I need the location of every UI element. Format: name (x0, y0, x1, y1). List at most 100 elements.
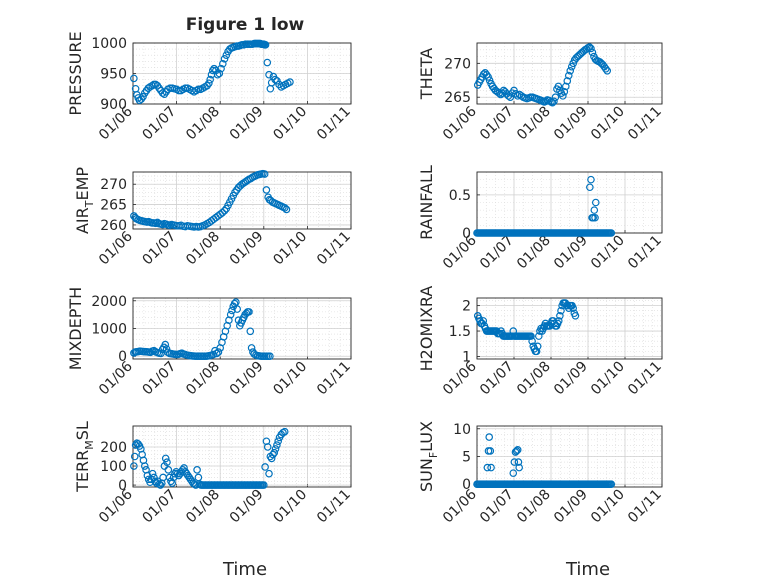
data-point (266, 352, 274, 361)
data-point (139, 92, 147, 101)
data-point (532, 347, 541, 356)
axes-box (132, 297, 352, 360)
data-point (528, 337, 536, 346)
data-point (554, 317, 563, 325)
data-point (527, 332, 535, 340)
y-tick-label: 0 (462, 226, 471, 242)
y-tick-label: 1000 (91, 36, 127, 52)
data-point (590, 206, 599, 214)
data-point (567, 62, 576, 71)
x-axis-label-right: Time (565, 559, 610, 580)
y-tick-label: 0 (118, 349, 127, 365)
y-tick-label: 265 (444, 90, 471, 106)
data-point (261, 463, 269, 471)
x-axis-label-left: Time (222, 559, 267, 580)
data-point (140, 462, 149, 470)
y-tick-label: 0 (462, 477, 471, 493)
data-point (181, 84, 190, 92)
y-tick-label: 950 (100, 67, 127, 83)
data-series (473, 43, 612, 107)
data-point (601, 64, 610, 73)
data-point (163, 458, 171, 467)
data-point (571, 311, 580, 320)
data-point (232, 298, 240, 306)
data-point (148, 81, 156, 90)
data-point (506, 93, 515, 102)
data-point (222, 51, 231, 60)
data-point (566, 66, 575, 75)
data-point (261, 41, 270, 49)
data-point (265, 70, 273, 79)
data-point (215, 69, 224, 78)
y-tick-label: 2 (462, 299, 471, 315)
data-point (260, 170, 269, 178)
y-tick-label: 900 (100, 97, 127, 113)
data-point (130, 452, 139, 461)
data-point (157, 349, 165, 358)
y-tick-label: 1 (462, 349, 471, 365)
data-point (233, 305, 242, 313)
y-axis-label: AIRTEMP (73, 167, 96, 234)
data-point (173, 469, 182, 478)
data-point (271, 445, 280, 453)
y-axis-label: SUNFLUX (417, 421, 440, 492)
data-point (563, 77, 572, 85)
data-point (273, 441, 281, 449)
y-tick-label: 10 (453, 422, 471, 438)
y-tick-label: 1000 (91, 322, 127, 338)
data-point (208, 66, 217, 75)
data-point (550, 97, 558, 106)
data-point (487, 463, 495, 472)
axes-box (476, 42, 663, 105)
data-point (586, 183, 594, 192)
data-point (158, 89, 167, 97)
data-point (534, 332, 543, 340)
data-point (479, 317, 488, 325)
data-point (219, 59, 227, 68)
data-point (161, 340, 170, 349)
data-point (511, 448, 520, 456)
data-point (226, 310, 235, 319)
data-point (247, 344, 256, 352)
data-point (164, 348, 172, 357)
data-point (513, 92, 522, 100)
data-point (270, 448, 279, 457)
y-tick-label: 100 (100, 459, 127, 475)
data-point (161, 454, 170, 463)
data-point (130, 74, 138, 83)
data-point (533, 342, 542, 351)
data-series (473, 299, 580, 356)
data-series (473, 433, 616, 489)
data-point (214, 348, 223, 356)
data-point (274, 437, 282, 446)
axes-box (476, 297, 663, 360)
data-series (130, 298, 274, 361)
data-point (556, 311, 564, 320)
data-point (512, 447, 521, 455)
plot-panel-air-temp: 01/06 01/07 01/08 01/09 01/10 01/11260265270A… (73, 167, 354, 269)
data-point (212, 349, 221, 358)
data-point (206, 75, 214, 84)
data-point (259, 481, 268, 489)
y-axis-label: PRESSURE (66, 31, 85, 115)
data-point (164, 466, 173, 474)
y-axis-label: RAINFALL (417, 165, 436, 240)
y-axis-label: TERRMSL (73, 421, 96, 493)
data-point (245, 308, 253, 316)
data-point (205, 79, 213, 88)
data-point (513, 446, 522, 454)
data-series (473, 175, 616, 237)
data-point (587, 175, 595, 184)
data-point (220, 206, 229, 215)
data-point (228, 306, 236, 315)
data-point (603, 66, 612, 75)
data-point (560, 88, 569, 96)
data-point (144, 84, 153, 92)
data-point (509, 469, 518, 477)
data-point (515, 463, 523, 472)
data-point (193, 466, 201, 474)
data-point (569, 304, 578, 312)
y-axis-label: MIXDEPTH (66, 287, 85, 370)
y-tick-label: 260 (100, 218, 127, 234)
figure-title: Figure 1 low (186, 15, 305, 35)
